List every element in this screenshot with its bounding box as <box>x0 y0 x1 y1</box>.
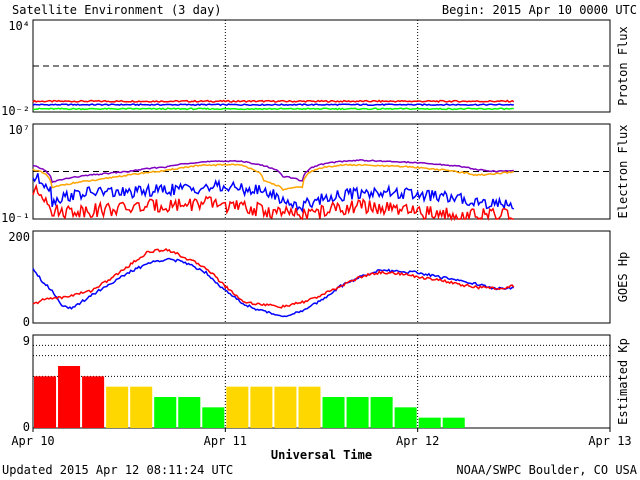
kp-bar <box>58 366 81 428</box>
kp-bar <box>274 386 297 428</box>
x-axis-label: Universal Time <box>271 448 372 462</box>
series-line <box>32 103 514 107</box>
y-axis-label: Proton Flux <box>616 26 630 105</box>
series-line <box>32 163 515 192</box>
kp-bar <box>178 397 201 428</box>
kp-bar <box>82 376 105 428</box>
y-axis-label: Estimated Kp <box>616 338 630 425</box>
series-line <box>32 173 515 214</box>
kp-bar <box>202 407 225 428</box>
series-line <box>32 159 514 184</box>
kp-bar <box>226 386 249 428</box>
panel-frame <box>32 334 611 429</box>
kp-bar <box>250 386 273 428</box>
y-tick-label: 10⁷ <box>8 123 30 137</box>
series-line <box>32 99 515 103</box>
x-tick-label: Apr 10 <box>11 434 54 448</box>
y-tick-label: 10⁻² <box>1 104 30 118</box>
y-tick-label: 0 <box>23 315 30 329</box>
kp-bar <box>130 386 153 428</box>
y-tick-label: 0 <box>23 420 30 434</box>
x-tick-label: Apr 13 <box>588 434 631 448</box>
begin-time: Begin: 2015 Apr 10 0000 UTC <box>441 3 637 17</box>
y-tick-label: 10⁻¹ <box>1 211 30 225</box>
panel-frame <box>32 230 611 324</box>
kp-bar <box>442 417 465 428</box>
updated-time: Updated 2015 Apr 12 08:11:24 UTC <box>2 463 234 477</box>
y-axis-label: Electron Flux <box>616 125 630 219</box>
series-line <box>32 107 514 111</box>
kp-bar <box>322 397 345 428</box>
series-line <box>32 183 514 222</box>
series-line <box>32 257 514 318</box>
chart-title: Satellite Environment (3 day) <box>12 3 222 17</box>
y-tick-label: 200 <box>8 230 30 244</box>
kp-bar <box>370 397 393 428</box>
kp-bar <box>106 386 129 428</box>
kp-bar <box>418 417 441 428</box>
credit: NOAA/SWPC Boulder, CO USA <box>456 463 637 477</box>
kp-bar <box>298 386 321 428</box>
y-tick-label: 10⁴ <box>8 19 30 33</box>
x-tick-label: Apr 12 <box>396 434 439 448</box>
x-tick-label: Apr 11 <box>204 434 247 448</box>
y-axis-label: GOES Hp <box>616 252 630 303</box>
kp-bar <box>154 397 177 428</box>
kp-bar <box>394 407 417 428</box>
kp-bar <box>346 397 369 428</box>
kp-bar <box>34 376 57 428</box>
y-tick-label: 9 <box>23 334 30 348</box>
series-line <box>32 247 515 309</box>
